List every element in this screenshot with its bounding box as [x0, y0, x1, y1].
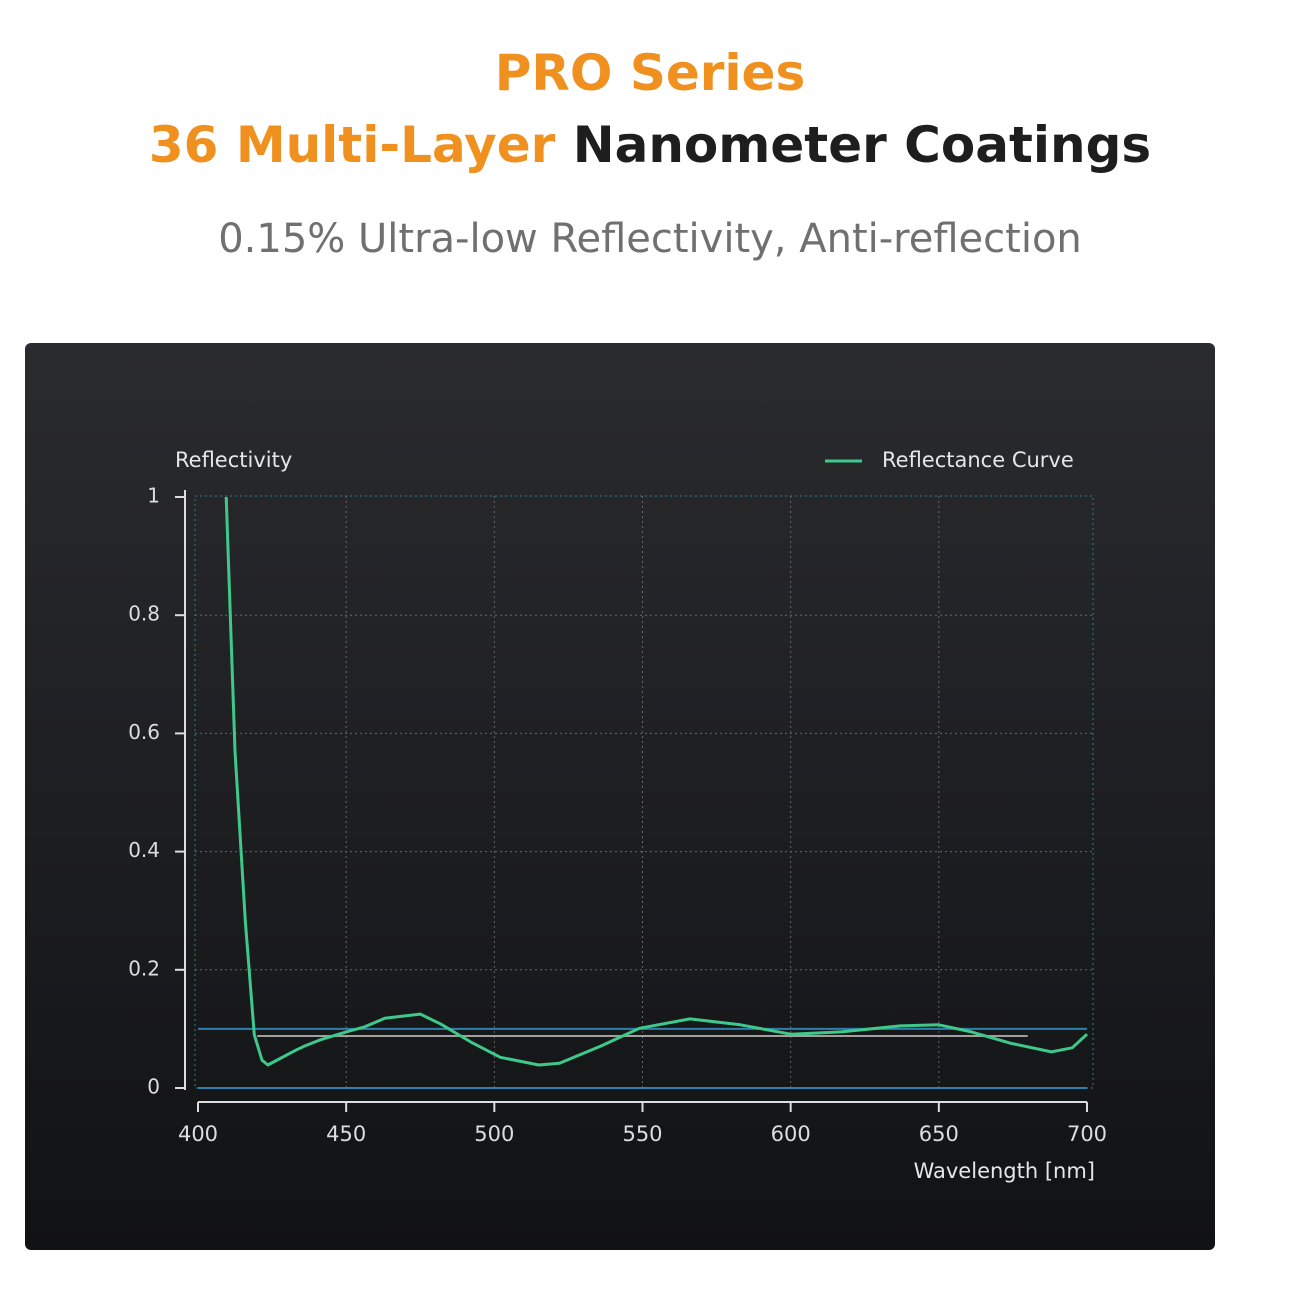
headline-highlight: 36 Multi-Layer	[148, 116, 556, 174]
y-tick-label: 0	[147, 1075, 160, 1099]
reflectance-line	[224, 496, 1089, 1067]
panel	[25, 343, 1215, 1250]
x-tick-label: 550	[622, 1122, 662, 1146]
y-tick-label: 0.6	[128, 720, 160, 744]
x-tick-label: 450	[326, 1122, 366, 1146]
x-label: Wavelength [nm]	[914, 1159, 1095, 1183]
headline: 36 Multi-Layer Nanometer Coatings	[0, 116, 1300, 174]
x-tick-label: 650	[919, 1122, 959, 1146]
subtitle: 0.15% Ultra-low Reflectivity, Anti-refle…	[218, 216, 1082, 262]
headline-rest: Nanometer Coatings	[572, 116, 1152, 174]
y-label: Reflectivity	[175, 448, 292, 472]
x-tick-label: 400	[178, 1122, 218, 1146]
y-tick-label: 0.8	[128, 602, 160, 626]
legend-label: Reflectance Curve	[882, 448, 1074, 472]
x-tick-label: 500	[474, 1122, 514, 1146]
x-tick-label: 700	[1067, 1122, 1107, 1146]
y-tick-label: 0.4	[128, 838, 160, 862]
x-tick-label: 600	[771, 1122, 811, 1146]
y-tick-label: 0.2	[128, 956, 160, 980]
y-tick-label: 1	[147, 484, 160, 508]
title: PRO Series	[494, 44, 806, 102]
